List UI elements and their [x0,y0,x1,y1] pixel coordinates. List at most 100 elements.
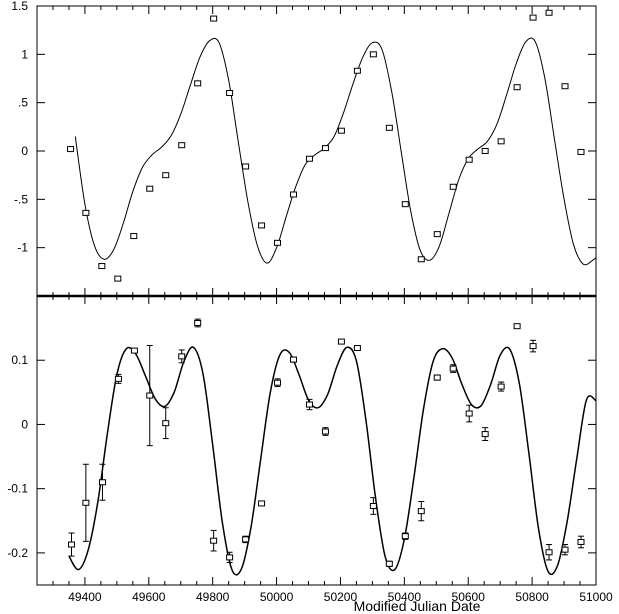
top-data-point [401,201,409,208]
bottom-markers [67,319,585,567]
x-axis-label: Modified Julian Date [354,598,481,614]
top-data-point [242,163,250,170]
bottom-data-point [337,338,345,345]
top-data-point [210,15,218,22]
top-model-curve [74,37,597,266]
bottom-data-point [210,537,218,544]
top-ytick-label: 0 [21,144,28,158]
top-axes [36,5,597,297]
bottom-data-point [417,508,425,515]
bottom-model-curve [68,346,597,576]
top-data-point [162,172,170,179]
bottom-data-point [353,345,361,352]
bottom-data-point [321,428,329,435]
bottom-data-point [258,500,266,507]
xtick-label: 50400 [388,590,422,604]
bottom-ytick-labels: 0.1 0 -0.1 -0.2 [7,353,28,560]
bottom-data-point [82,499,90,506]
bottom-data-point [369,503,377,510]
bottom-data-point [226,554,234,561]
top-data-point [321,145,329,152]
xtick-label: 49600 [132,590,166,604]
bottom-xtick-labels: 49400 49600 49800 50000 50200 50400 50600 50800… [68,590,613,604]
top-data-point [481,148,489,154]
xtick-label: 50800 [515,590,549,604]
bottom-ytick-label: -0.2 [7,546,28,560]
top-ytick-label: -.5 [14,192,28,206]
bottom-data-point [545,549,553,556]
bottom-data-point [162,420,170,427]
top-data-point [545,9,553,16]
top-ytick-label: .5 [18,96,28,110]
bottom-data-point [242,536,250,543]
top-data-point [290,191,298,198]
bottom-data-point [385,560,393,567]
top-data-point [274,239,282,246]
top-model-line [74,37,597,266]
bottom-data-point [481,431,489,438]
bottom-data-point [561,546,569,553]
bottom-data-point [449,365,457,372]
top-data-point [449,183,457,190]
top-data-point [178,142,186,149]
bottom-data-point [497,383,505,390]
top-panel: 1.51.50-.5-1 [11,0,597,297]
bottom-ytick-label: 0 [21,417,28,431]
top-data-point [194,80,202,87]
top-data-point [67,146,75,153]
top-data-point [497,138,505,145]
top-data-point [417,256,425,263]
top-data-point [82,209,90,216]
bottom-ytick-label: -0.1 [7,482,28,496]
bottom-data-point [401,533,409,540]
top-data-point [529,14,537,21]
top-data-point [385,124,393,131]
bottom-data-point [290,356,298,363]
bottom-model-line [68,346,597,576]
bottom-data-point [513,323,521,330]
bottom-axes [36,294,597,586]
top-data-point [337,127,345,134]
bottom-ytick-label: 0.1 [11,353,28,367]
xtick-label: 49800 [196,590,230,604]
top-ytick-label: 1 [21,47,28,61]
bottom-frame [36,295,597,586]
top-data-point [130,233,138,240]
bottom-data-point [146,392,154,399]
top-data-point [98,263,106,270]
bottom-data-point [529,343,537,350]
top-ytick-labels: 1.51.50-.5-1 [11,0,28,255]
top-frame [36,5,597,297]
bottom-data-point [577,538,585,545]
bottom-error-bars [68,318,584,567]
bottom-data-point [194,319,202,326]
top-ytick-label: 1.5 [11,0,28,13]
top-data-point [369,51,377,58]
top-markers [67,9,585,282]
top-data-point [561,83,569,90]
bottom-panel: 0.1 0 -0.1 -0.2 49400 49600 49800 50000 50200 50… [7,294,613,604]
bottom-data-point [130,347,138,354]
top-data-point [305,155,313,162]
top-data-point [226,90,234,96]
xtick-label: 49400 [68,590,102,604]
bottom-data-point [465,410,473,417]
top-data-point [433,231,441,238]
bottom-data-point [98,479,106,486]
bottom-data-point [67,541,75,548]
bottom-data-point [114,375,122,382]
bottom-data-point [274,379,282,386]
xtick-label: 50600 [452,590,486,604]
xtick-label: 51000 [579,590,613,604]
bottom-data-point [433,374,441,381]
top-data-point [353,67,361,74]
top-data-point [577,148,585,155]
xtick-label: 50200 [324,590,358,604]
top-data-point [465,156,473,163]
top-data-point [258,222,266,229]
bottom-data-point [178,353,186,360]
top-ytick-label: -1 [17,241,28,255]
top-data-point [114,275,122,282]
top-data-point [513,84,521,91]
